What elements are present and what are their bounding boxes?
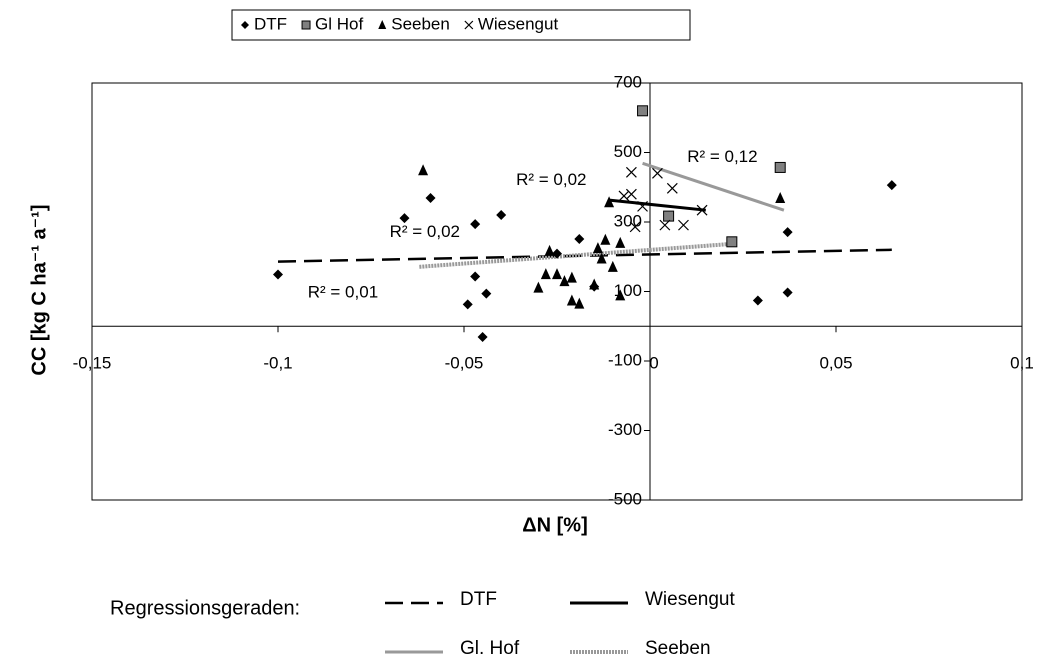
regression-line — [419, 241, 732, 269]
annotation: R² = 0,02 — [390, 222, 460, 241]
legend-label: Wiesengut — [478, 14, 559, 33]
point — [496, 210, 507, 221]
y-tick-label: 300 — [614, 211, 642, 230]
regression-line — [642, 161, 785, 212]
regression-legend-label: Seeben — [645, 638, 711, 659]
point — [782, 287, 793, 298]
y-tick-label: -100 — [608, 350, 642, 369]
legend-marker — [241, 21, 249, 29]
y-tick-label: 700 — [614, 72, 642, 91]
point — [552, 248, 562, 259]
point — [678, 219, 689, 231]
point — [566, 271, 577, 283]
x-axis-label: ΔN [%] — [522, 514, 587, 536]
point — [604, 196, 615, 208]
x-tick-label: 0,05 — [819, 354, 852, 373]
point — [637, 105, 649, 117]
y-tick-label: 500 — [614, 142, 642, 161]
point — [574, 297, 585, 309]
x-tick-label: 0 — [649, 354, 658, 373]
point — [425, 193, 436, 204]
point — [637, 200, 648, 212]
point — [752, 295, 763, 306]
regression-legend-label: Gl. Hof — [460, 638, 520, 659]
point — [629, 221, 641, 233]
y-axis-label: CC [kg C ha⁻¹ a⁻¹] — [28, 204, 50, 375]
point — [540, 268, 551, 280]
annotation: R² = 0,02 — [516, 170, 586, 189]
point — [659, 219, 671, 231]
legend-marker — [301, 20, 311, 30]
legend-label: Gl Hof — [315, 14, 363, 33]
point — [559, 275, 570, 287]
point — [615, 289, 626, 301]
point — [774, 161, 786, 173]
point — [592, 242, 603, 254]
point — [600, 233, 611, 245]
point — [663, 210, 675, 222]
y-tick-label: -300 — [608, 420, 642, 439]
point — [652, 167, 663, 179]
point — [589, 278, 600, 290]
point — [462, 299, 473, 310]
point — [544, 244, 555, 256]
point — [618, 190, 630, 202]
point — [726, 236, 738, 248]
plot-area — [91, 82, 1023, 501]
legend-label: DTF — [254, 14, 287, 33]
regression-legend-label: Wiesengut — [645, 589, 735, 610]
point — [596, 252, 607, 264]
regression-line — [608, 198, 706, 212]
x-tick-label: -0,05 — [445, 354, 484, 373]
point — [477, 332, 488, 343]
point — [552, 268, 562, 280]
y-tick-label: -500 — [608, 489, 642, 508]
regression-legend-label: DTF — [460, 589, 497, 610]
legend-label: Seeben — [391, 14, 450, 33]
x-tick-label: -0,15 — [73, 354, 112, 373]
point — [574, 234, 585, 245]
point — [399, 213, 410, 224]
regression-line — [277, 248, 892, 263]
point — [470, 271, 481, 282]
legend-marker — [378, 20, 387, 29]
point — [481, 288, 492, 299]
point — [782, 227, 793, 238]
point — [470, 219, 481, 230]
legend-box — [231, 9, 691, 41]
point — [566, 294, 577, 306]
x-tick-label: 0,1 — [1010, 354, 1034, 373]
x-tick-label: -0,1 — [263, 354, 292, 373]
point — [625, 188, 637, 200]
regression-legend-title: Regressionsgeraden: — [110, 597, 300, 619]
point — [775, 192, 786, 204]
point — [533, 281, 544, 293]
point — [418, 164, 429, 176]
point — [696, 204, 708, 216]
annotation: R² = 0,12 — [687, 147, 757, 166]
legend-marker — [464, 20, 474, 30]
point — [666, 182, 678, 194]
point — [607, 260, 618, 272]
point — [615, 236, 626, 248]
annotation: R² = 0,01 — [308, 283, 378, 302]
point — [273, 269, 283, 280]
point — [625, 166, 637, 178]
point — [886, 180, 897, 191]
